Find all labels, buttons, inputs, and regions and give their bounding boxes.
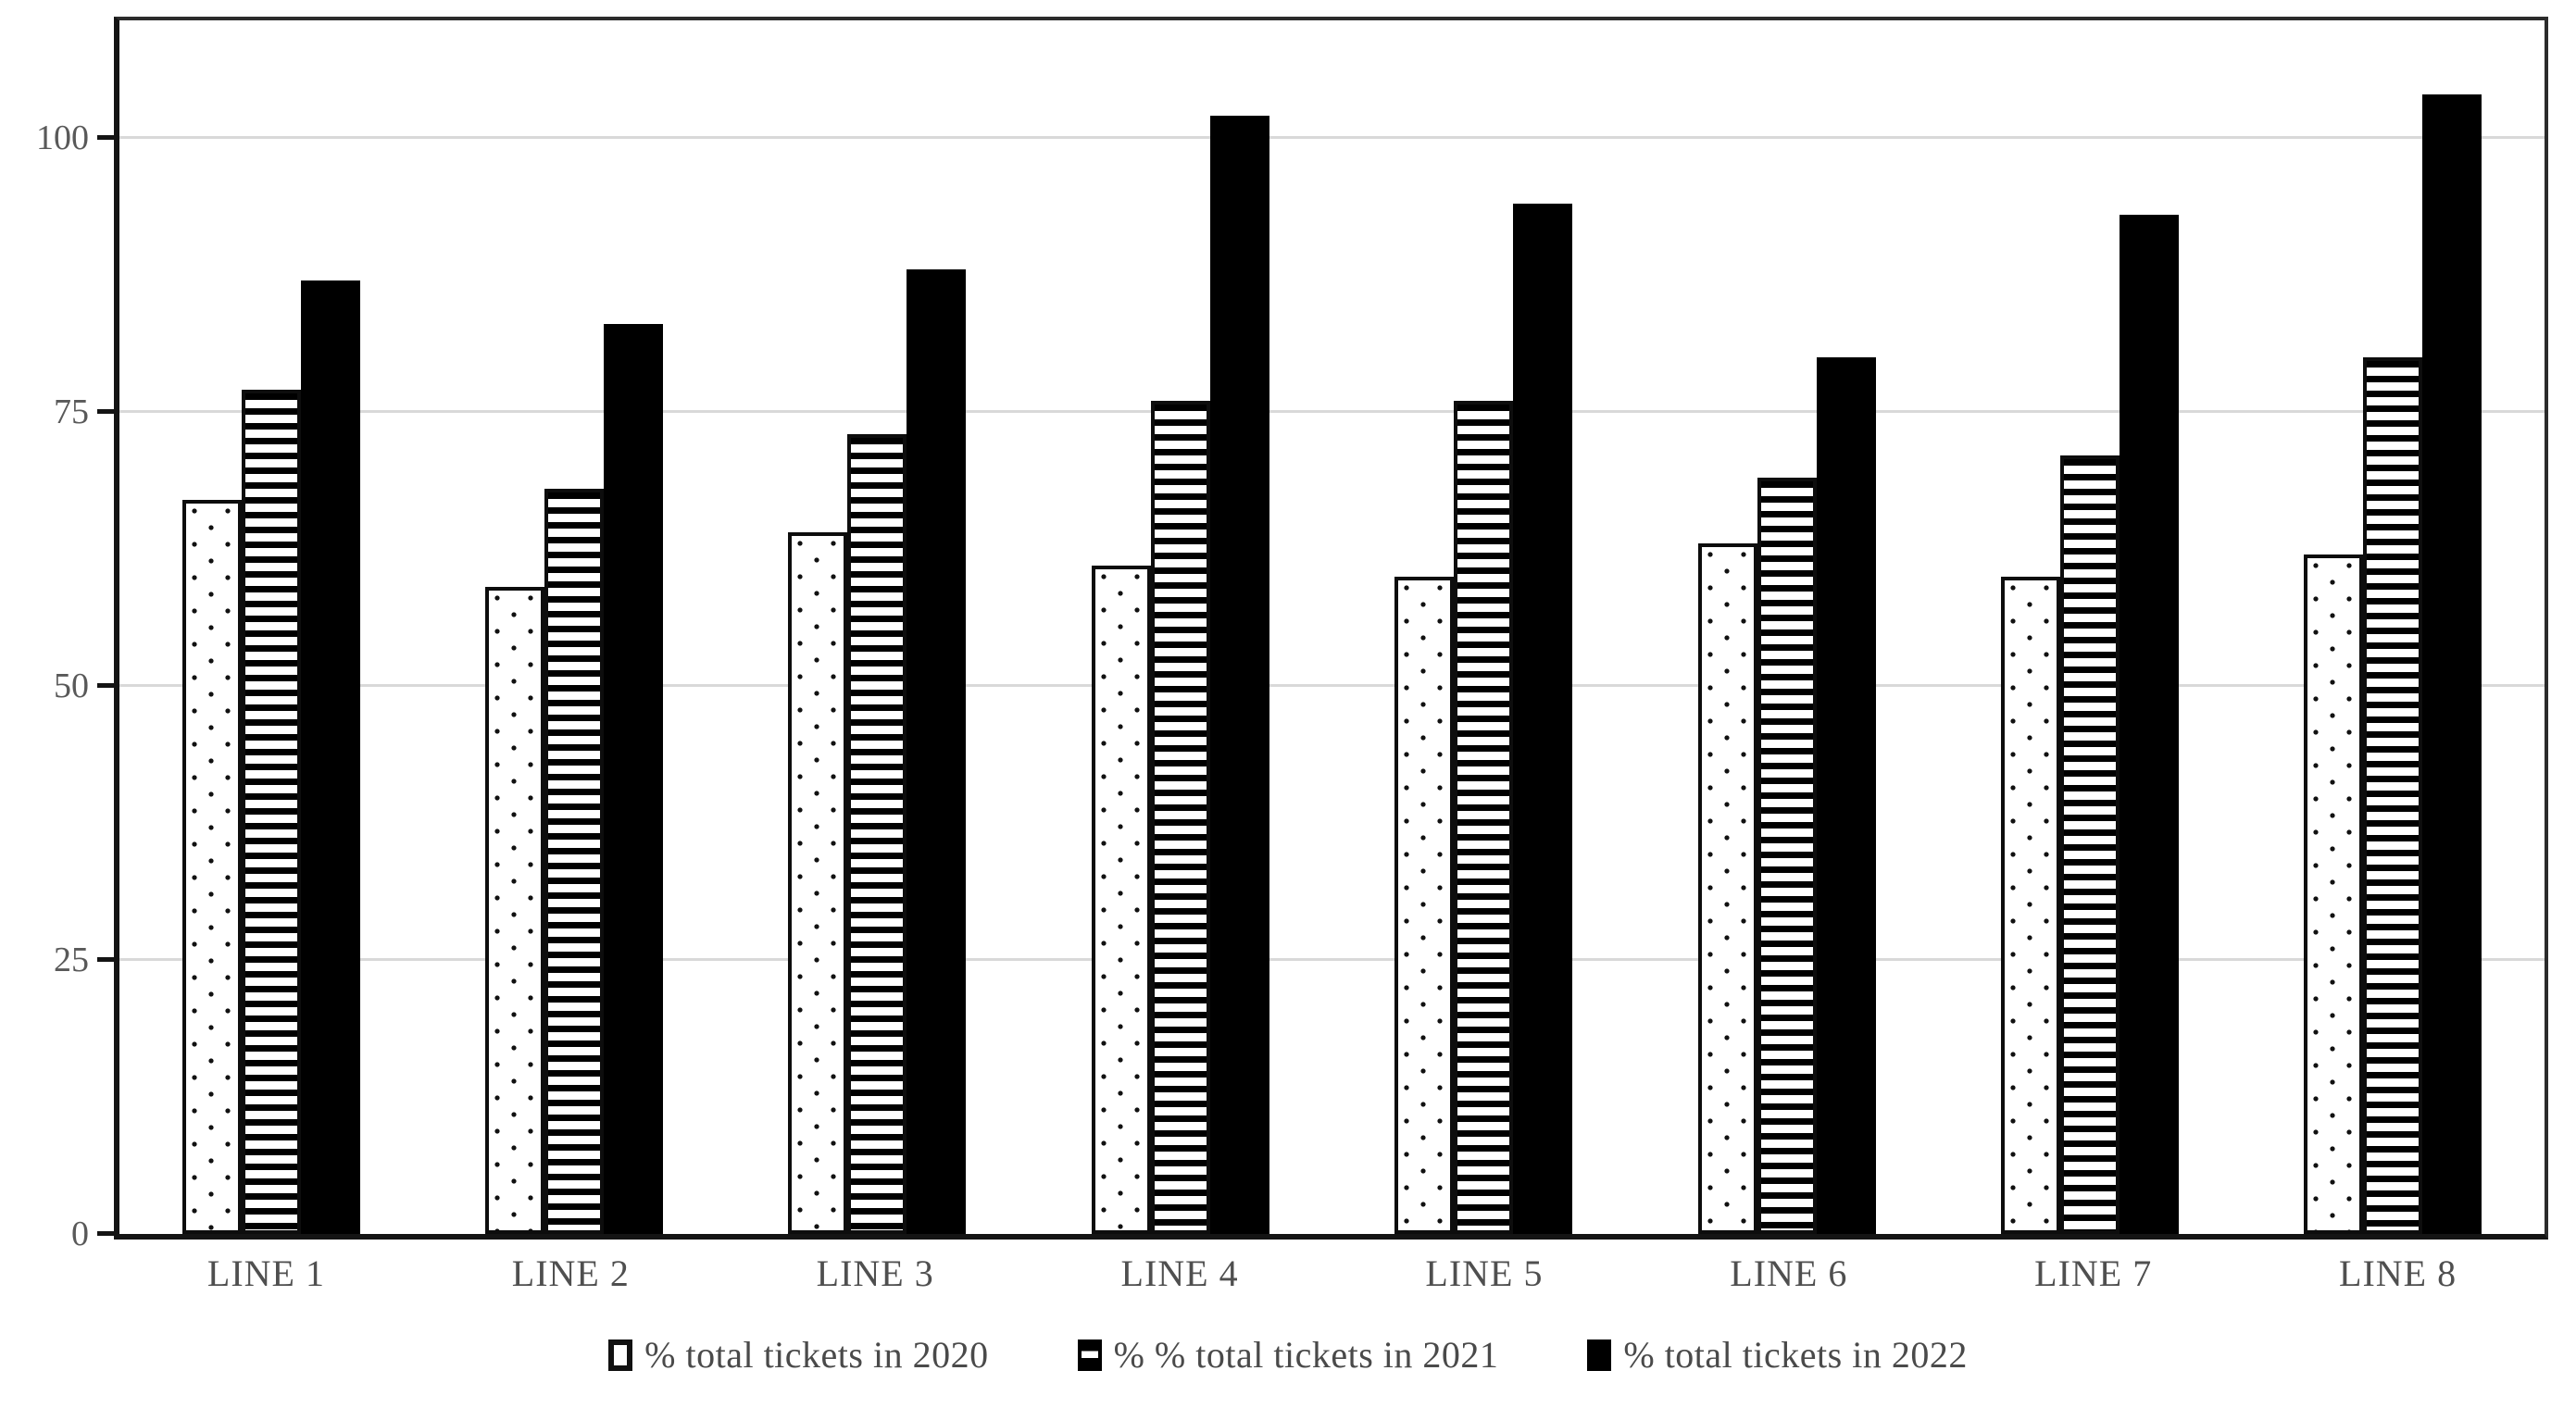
bar-line-2-2020 <box>485 587 545 1234</box>
y-tick-mark-0 <box>97 1231 114 1236</box>
bar-line-4-2020 <box>1091 565 1151 1234</box>
bar-line-7-2022 <box>2119 214 2179 1234</box>
y-tick-mark-100 <box>97 135 114 140</box>
legend-label: % total tickets in 2020 <box>644 1334 989 1376</box>
legend-label: % total tickets in 2022 <box>1623 1334 1968 1376</box>
x-axis-label-3: LINE 3 <box>816 1252 934 1294</box>
bar-group-line-5 <box>1332 204 1635 1234</box>
bar-line-4-2022 <box>1209 116 1269 1234</box>
gridline-100 <box>119 136 2545 139</box>
legend-marker-icon <box>1077 1339 1102 1371</box>
plot-area: 0 25 50 75 100 <box>36 17 2548 1253</box>
legend-item-2022: % total tickets in 2022 <box>1587 1333 1967 1377</box>
legend-label: % % total tickets in 2021 <box>1113 1334 1499 1376</box>
x-axis-labels: LINE 1 LINE 2 LINE 3 LINE 4 LINE 5 LINE 6 LINE… <box>114 1252 2550 1295</box>
gridline-25 <box>119 958 2545 961</box>
bar-group-line-7 <box>1938 214 2241 1234</box>
bar-group-line-8 <box>2242 93 2545 1234</box>
legend-item-2021: % % total tickets in 2021 <box>1077 1333 1499 1377</box>
x-axis-label-4: LINE 4 <box>1120 1252 1239 1294</box>
bar-group-line-1 <box>119 280 422 1234</box>
bar-line-1-2022 <box>300 280 360 1234</box>
y-tick-label-75: 75 <box>54 392 89 431</box>
bar-line-8-2020 <box>2304 554 2364 1234</box>
x-axis-label-1: LINE 1 <box>206 1252 325 1294</box>
x-axis-label-2: LINE 2 <box>511 1252 630 1294</box>
legend: % total tickets in 2020 % % total tickets… <box>0 1333 2576 1377</box>
y-tick-mark-25 <box>97 957 114 962</box>
bar-line-8-2021 <box>2363 356 2423 1234</box>
bar-line-7-2021 <box>2059 455 2120 1234</box>
y-tick-label-0: 0 <box>71 1215 89 1253</box>
bar-group-line-4 <box>1029 116 1332 1234</box>
bar-group-line-3 <box>726 269 1029 1234</box>
bar-line-2-2022 <box>604 324 664 1234</box>
y-tick-mark-75 <box>97 409 114 414</box>
y-tick-label-25: 25 <box>54 941 89 979</box>
bar-line-2-2021 <box>544 488 605 1234</box>
bar-group-line-6 <box>1635 356 1938 1234</box>
bar-line-6-2021 <box>1757 478 1817 1234</box>
bar-line-6-2020 <box>1697 543 1757 1234</box>
bar-line-6-2022 <box>1816 356 1876 1234</box>
bar-line-5-2021 <box>1454 401 1514 1234</box>
bar-line-5-2022 <box>1513 204 1573 1234</box>
legend-marker-icon <box>1587 1339 1612 1371</box>
bar-line-1-2021 <box>241 390 301 1234</box>
bar-line-5-2020 <box>1394 576 1455 1234</box>
bar-line-1-2020 <box>181 499 242 1234</box>
x-axis-label-6: LINE 6 <box>1730 1252 1848 1294</box>
bar-line-7-2020 <box>2000 576 2060 1234</box>
bar-line-3-2020 <box>788 532 848 1234</box>
y-tick-mark-50 <box>97 683 114 688</box>
bar-groups <box>119 20 2545 1234</box>
x-axis-label-5: LINE 5 <box>1425 1252 1544 1294</box>
x-axis-label-7: LINE 7 <box>2034 1252 2153 1294</box>
bar-group-line-2 <box>422 324 725 1234</box>
y-tick-label-50: 50 <box>54 667 89 705</box>
bar-line-8-2022 <box>2422 93 2482 1234</box>
bar-line-3-2021 <box>847 433 907 1234</box>
y-tick-label-100: 100 <box>36 118 89 157</box>
x-axis-label-8: LINE 8 <box>2339 1252 2457 1294</box>
gridline-75 <box>119 410 2545 413</box>
bar-line-3-2022 <box>907 269 967 1234</box>
gridline-50 <box>119 684 2545 687</box>
bar-line-4-2021 <box>1150 401 1210 1234</box>
legend-item-2020: % total tickets in 2020 <box>608 1333 988 1377</box>
legend-marker-icon <box>608 1339 633 1371</box>
